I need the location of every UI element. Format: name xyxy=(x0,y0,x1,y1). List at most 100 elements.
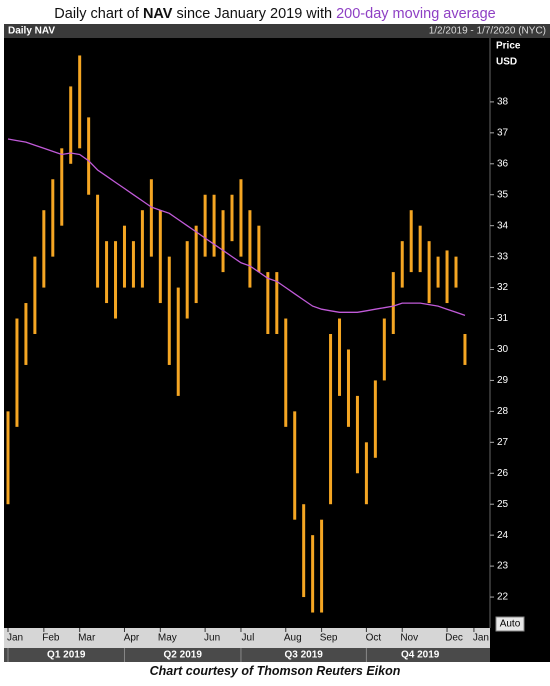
title-ticker: NAV xyxy=(142,6,173,22)
quarter-label: Q2 2019 xyxy=(164,650,203,661)
price-bar xyxy=(149,179,153,257)
price-bar xyxy=(167,256,171,365)
price-bar xyxy=(302,504,306,598)
quarter-label: Q1 2019 xyxy=(47,650,86,661)
auto-button[interactable] xyxy=(495,616,525,632)
price-bar xyxy=(87,117,91,195)
series-name: Daily NAV xyxy=(8,26,55,37)
price-bar xyxy=(409,210,413,273)
title-ma: 200-day moving average xyxy=(336,6,496,22)
price-bar xyxy=(221,210,225,273)
y-tick-label: 36 xyxy=(497,158,509,169)
y-tick-label: 37 xyxy=(497,127,509,138)
x-tick-label: May xyxy=(158,633,177,644)
title-text: Daily chart of xyxy=(54,6,143,22)
price-bar xyxy=(373,380,377,458)
chart-title: Daily chart of NAV since January 2019 wi… xyxy=(0,6,550,22)
price-bar xyxy=(338,318,342,396)
price-bar xyxy=(311,535,315,613)
price-bar xyxy=(248,210,252,288)
y-tick-label: 22 xyxy=(497,592,509,603)
y-tick-label: 23 xyxy=(497,561,509,572)
y-tick-label: 34 xyxy=(497,220,509,231)
auto-label: Auto xyxy=(500,619,521,630)
y-tick-label: 28 xyxy=(497,406,509,417)
price-bar xyxy=(194,225,198,304)
quarter-label: Q4 2019 xyxy=(401,650,440,661)
price-bar xyxy=(105,241,109,304)
x-tick-label: Jul xyxy=(242,633,255,644)
price-bar xyxy=(436,256,440,288)
quarter-label: Q3 2019 xyxy=(284,650,323,661)
y-tick-label: 38 xyxy=(497,97,509,108)
price-bar xyxy=(463,334,467,365)
price-bar xyxy=(418,225,422,273)
y-tick-label: 26 xyxy=(497,468,509,479)
price-bar xyxy=(230,194,234,242)
date-range: 1/2/2019 - 1/7/2020 (NYC) xyxy=(429,26,546,37)
x-tick-label: Dec xyxy=(445,633,463,644)
price-bar xyxy=(60,148,64,226)
price-bar xyxy=(275,272,279,334)
x-tick-label: Aug xyxy=(284,633,302,644)
x-tick-label: Apr xyxy=(124,633,140,644)
price-bar xyxy=(176,287,180,396)
y-tick-label: 31 xyxy=(497,313,509,324)
x-tick-label: Sep xyxy=(320,633,338,644)
x-tick-label: Oct xyxy=(366,633,382,644)
price-bar xyxy=(293,411,297,520)
x-tick-label: Mar xyxy=(78,633,96,644)
y-tick-label: 24 xyxy=(497,530,509,541)
y-tick-label: 35 xyxy=(497,189,509,200)
price-bar xyxy=(400,241,404,288)
y-tick-label: 30 xyxy=(497,344,509,355)
y-tick-label: 32 xyxy=(497,282,509,293)
price-bar xyxy=(185,241,189,319)
corner xyxy=(490,628,550,662)
price-bar xyxy=(114,241,118,319)
price-bar xyxy=(239,179,243,257)
price-bar xyxy=(257,225,261,273)
chart: Daily NAV 1/2/2019 - 1/7/2020 (NYC) Pric… xyxy=(4,24,550,662)
price-bar xyxy=(445,250,449,304)
price-bar xyxy=(24,303,28,365)
price-bar xyxy=(51,179,55,257)
x-tick-label: Jun xyxy=(204,633,220,644)
price-bar xyxy=(78,55,82,149)
price-bar xyxy=(346,349,350,427)
price-bar xyxy=(329,334,333,505)
price-bar xyxy=(122,225,126,288)
y-label: Price xyxy=(496,41,521,52)
price-bar xyxy=(266,272,270,334)
x-tick-label: Nov xyxy=(400,633,418,644)
price-bar xyxy=(15,318,19,427)
x-tick-label: Feb xyxy=(42,633,60,644)
y-tick-label: 29 xyxy=(497,375,509,386)
price-bar xyxy=(391,272,395,334)
price-bar xyxy=(6,411,10,505)
price-bar xyxy=(96,194,100,288)
price-bar xyxy=(203,194,207,257)
price-bar xyxy=(140,210,144,288)
price-bar xyxy=(382,318,386,381)
caption: Chart courtesy of Thomson Reuters Eikon xyxy=(149,664,401,678)
price-bar xyxy=(355,395,359,474)
price-bar xyxy=(69,86,73,164)
y-tick-label: 27 xyxy=(497,437,509,448)
price-bar xyxy=(320,519,324,613)
price-bar xyxy=(427,241,431,304)
y-tick-label: 33 xyxy=(497,251,509,262)
price-bar xyxy=(42,210,46,288)
x-tick-label: Jan xyxy=(473,633,489,644)
price-bar xyxy=(364,442,368,505)
price-bar xyxy=(131,241,135,288)
x-tick-label: Jan xyxy=(7,633,23,644)
header-bar xyxy=(4,24,550,38)
month-row xyxy=(4,628,490,648)
price-bar xyxy=(284,318,288,427)
price-bar xyxy=(212,194,216,257)
title-text: since January 2019 with xyxy=(172,6,337,22)
price-bar xyxy=(33,256,37,334)
price-bar xyxy=(158,210,162,304)
